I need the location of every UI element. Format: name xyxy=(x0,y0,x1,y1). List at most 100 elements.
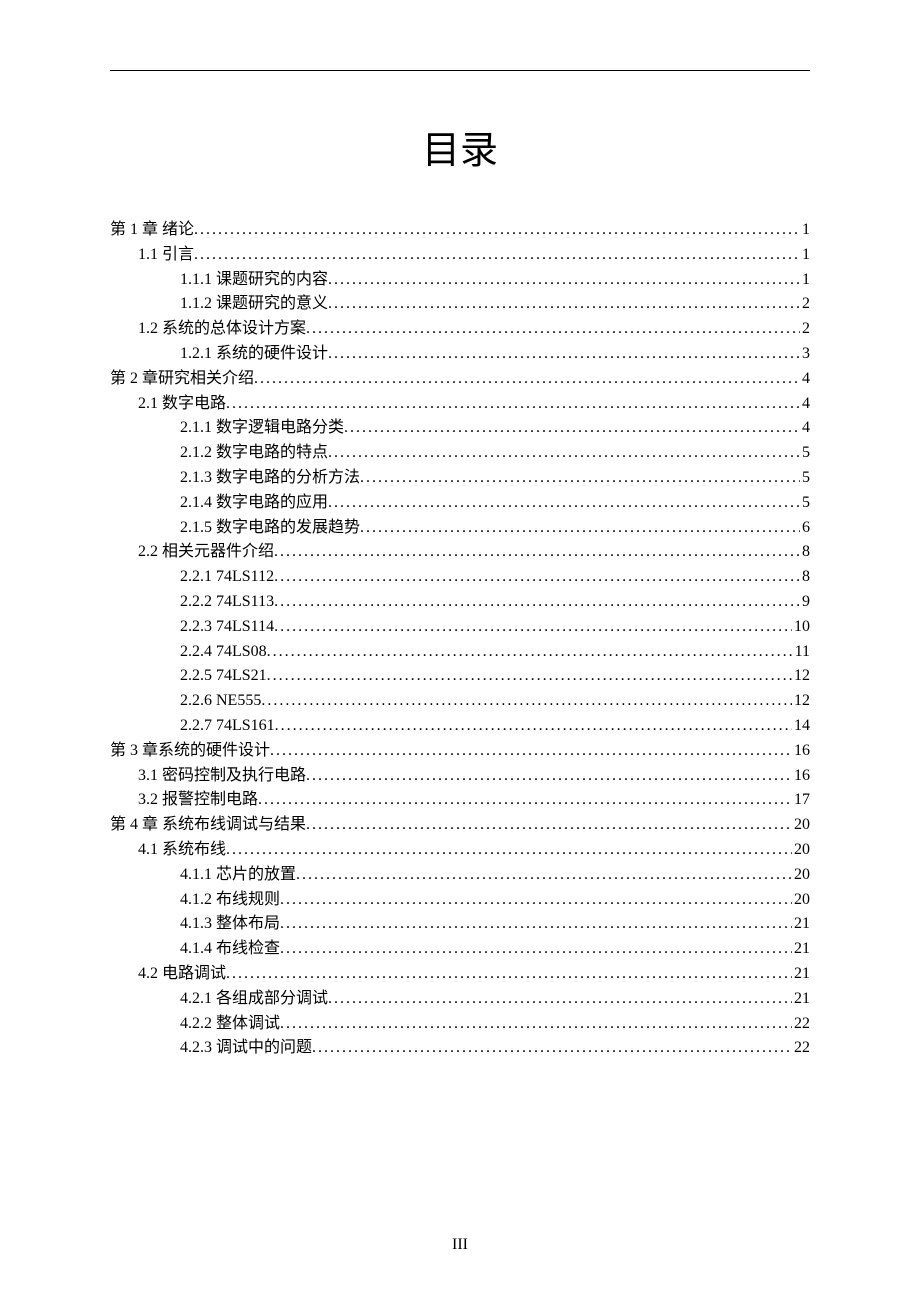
toc-entry-page: 1 xyxy=(800,218,810,243)
toc-leader-dots xyxy=(344,416,800,441)
table-of-contents: 第 1 章 绪论11.1 引言11.1.1 课题研究的内容11.1.2 课题研究… xyxy=(110,218,810,1061)
toc-leader-dots xyxy=(270,739,792,764)
toc-entry-label: 2.2.7 74LS161 xyxy=(180,714,275,739)
toc-entry-label: 4.2.1 各组成部分调试 xyxy=(180,987,328,1012)
toc-entry: 1.1.1 课题研究的内容1 xyxy=(110,268,810,293)
toc-entry-text: 数字逻辑电路分类 xyxy=(216,419,344,436)
toc-entry-label: 2.1.4 数字电路的应用 xyxy=(180,491,328,516)
toc-entry-page: 12 xyxy=(792,664,810,689)
toc-entry-label: 1.2.1 系统的硬件设计 xyxy=(180,342,328,367)
toc-entry-page: 5 xyxy=(800,441,810,466)
toc-entry-label: 2.1.3 数字电路的分析方法 xyxy=(180,466,360,491)
toc-entry: 2.2.1 74LS1128 xyxy=(110,565,810,590)
toc-entry-label: 1.1.2 课题研究的意义 xyxy=(180,292,328,317)
toc-entry-page: 20 xyxy=(792,888,810,913)
toc-entry-number: 4.1.1 xyxy=(180,866,216,883)
toc-entry: 3.1 密码控制及执行电路16 xyxy=(110,764,810,789)
toc-entry-page: 12 xyxy=(792,689,810,714)
toc-entry-number: 1.2 xyxy=(138,320,162,337)
toc-entry-label: 2.1.2 数字电路的特点 xyxy=(180,441,328,466)
toc-entry-label: 2.2 相关元器件介绍 xyxy=(138,540,274,565)
toc-entry-page: 4 xyxy=(800,416,810,441)
toc-leader-dots xyxy=(254,367,800,392)
toc-entry-number: 4.1.4 xyxy=(180,940,216,957)
toc-entry-page: 20 xyxy=(792,838,810,863)
toc-entry-text: 74LS113 xyxy=(216,593,274,610)
toc-entry-label: 2.2.6 NE555 xyxy=(180,689,261,714)
toc-entry: 2.2.5 74LS21 12 xyxy=(110,664,810,689)
toc-entry-page: 10 xyxy=(792,615,810,640)
toc-entry-text: 数字电路 xyxy=(162,395,226,412)
toc-entry-page: 5 xyxy=(800,491,810,516)
page-footer-number: III xyxy=(0,1236,920,1254)
toc-entry-page: 16 xyxy=(792,764,810,789)
toc-leader-dots xyxy=(280,888,792,913)
toc-entry: 2.2.6 NE555 12 xyxy=(110,689,810,714)
toc-entry-page: 6 xyxy=(800,516,810,541)
toc-entry-page: 9 xyxy=(800,590,810,615)
toc-leader-dots xyxy=(306,813,792,838)
toc-entry-text: 各组成部分调试 xyxy=(216,990,328,1007)
toc-entry-text: 芯片的放置 xyxy=(216,866,296,883)
toc-leader-dots xyxy=(274,615,792,640)
toc-leader-dots xyxy=(306,317,800,342)
toc-entry-page: 2 xyxy=(800,317,810,342)
toc-leader-dots xyxy=(226,392,800,417)
toc-entry-text: 布线检查 xyxy=(216,940,280,957)
toc-entry-number: 2.1.4 xyxy=(180,494,216,511)
toc-entry-page: 16 xyxy=(792,739,810,764)
toc-entry-number: 2.1 xyxy=(138,395,162,412)
toc-entry-number: 2.2.7 xyxy=(180,717,216,734)
toc-entry-number: 4.2.1 xyxy=(180,990,216,1007)
toc-entry-number: 3.2 xyxy=(138,791,162,808)
toc-leader-dots xyxy=(258,788,792,813)
toc-entry-number: 3.1 xyxy=(138,767,162,784)
toc-title: 目录 xyxy=(110,119,810,174)
toc-entry-label: 2.2.5 74LS21 xyxy=(180,664,267,689)
toc-entry-text: 数字电路的发展趋势 xyxy=(216,519,360,536)
toc-entry-label: 2.2.4 74LS08 xyxy=(180,640,267,665)
toc-leader-dots xyxy=(226,838,792,863)
toc-entry: 4.2.2 整体调试22 xyxy=(110,1012,810,1037)
toc-entry: 第 3 章系统的硬件设计16 xyxy=(110,739,810,764)
toc-entry-text: 数字电路的分析方法 xyxy=(216,469,360,486)
toc-entry-number: 4.2.2 xyxy=(180,1015,216,1032)
toc-entry-label: 2.1.5 数字电路的发展趋势 xyxy=(180,516,360,541)
header-rule xyxy=(110,70,810,71)
toc-entry-number: 1.2.1 xyxy=(180,345,216,362)
toc-entry-text: 调试中的问题 xyxy=(216,1039,312,1056)
toc-entry-number: 4.1.2 xyxy=(180,891,216,908)
toc-entry-label: 4.2.2 整体调试 xyxy=(180,1012,280,1037)
toc-entry-text: 74LS114 xyxy=(216,618,274,635)
toc-entry-text: 课题研究的内容 xyxy=(216,271,328,288)
toc-entry: 2.2.7 74LS161 14 xyxy=(110,714,810,739)
toc-entry-number: 第 1 章 xyxy=(110,221,162,238)
toc-leader-dots xyxy=(274,590,800,615)
toc-entry-text: 74LS112 xyxy=(216,568,274,585)
toc-leader-dots xyxy=(194,218,800,243)
toc-entry-text: 数字电路的应用 xyxy=(216,494,328,511)
toc-entry: 第 1 章 绪论1 xyxy=(110,218,810,243)
toc-leader-dots xyxy=(328,268,800,293)
toc-leader-dots xyxy=(360,466,800,491)
toc-entry-page: 2 xyxy=(800,292,810,317)
toc-entry-page: 22 xyxy=(792,1036,810,1061)
toc-entry-label: 1.2 系统的总体设计方案 xyxy=(138,317,306,342)
toc-entry-number: 4.1.3 xyxy=(180,915,216,932)
toc-entry-label: 2.2.3 74LS114 xyxy=(180,615,274,640)
toc-entry: 2.2.2 74LS1139 xyxy=(110,590,810,615)
toc-entry-text: 系统布线调试与结果 xyxy=(162,816,306,833)
toc-entry-number: 1.1.2 xyxy=(180,295,216,312)
toc-entry: 2.1.2 数字电路的特点 5 xyxy=(110,441,810,466)
toc-entry-number: 1.1.1 xyxy=(180,271,216,288)
toc-entry-number: 2.2.1 xyxy=(180,568,216,585)
toc-entry: 2.2 相关元器件介绍8 xyxy=(110,540,810,565)
toc-leader-dots xyxy=(261,689,792,714)
toc-entry-text: 引言 xyxy=(162,246,194,263)
toc-entry-page: 14 xyxy=(792,714,810,739)
toc-leader-dots xyxy=(280,1012,792,1037)
toc-entry: 4.1.3 整体布局21 xyxy=(110,912,810,937)
toc-entry-text: 整体调试 xyxy=(216,1015,280,1032)
toc-entry-label: 2.2.1 74LS112 xyxy=(180,565,274,590)
toc-entry-number: 2.2 xyxy=(138,543,162,560)
